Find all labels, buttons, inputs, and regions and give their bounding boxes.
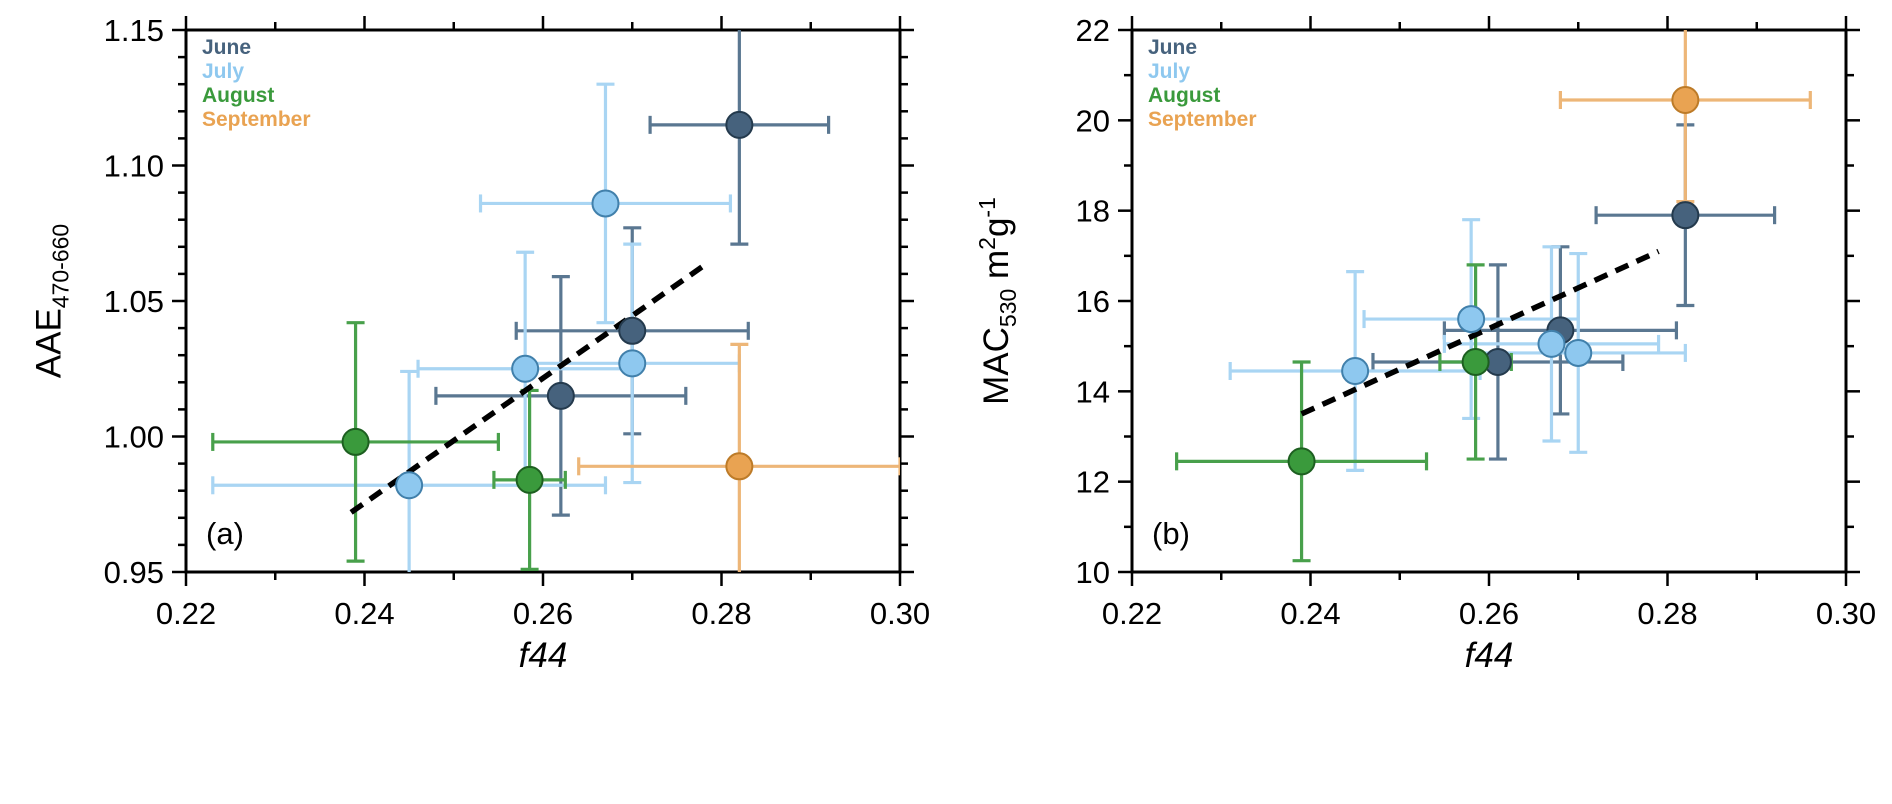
data-point-july [395, 471, 424, 500]
error-bars [211, 30, 900, 572]
panel-b: 0.22 0.24 0.26 0.28 0.30 10 12 14 16 18 20 22 MAC53… [946, 0, 1892, 804]
markers-july [1341, 305, 1593, 386]
x-tick-label: 0.28 [691, 596, 751, 631]
data-point-august [515, 465, 544, 494]
x-tick-label: 0.24 [1280, 596, 1340, 631]
panel-b-letter: (b) [1152, 516, 1190, 551]
y-tick-label: 18 [1076, 194, 1110, 229]
y-axis-label-main: MAC [976, 327, 1016, 405]
data-point-june [546, 381, 575, 410]
tick-labels: 0.22 0.24 0.26 0.28 0.30 10 12 14 16 18 20 22 [1076, 13, 1877, 631]
legend-item-june: June [202, 36, 252, 59]
data-point-september [1671, 86, 1700, 115]
data-point-june [725, 110, 754, 139]
panel-a-plot: 0.22 0.24 0.26 0.28 0.30 0.95 1.00 1.05 1.10 1.15 [104, 13, 931, 631]
trend-line [1300, 248, 1660, 417]
y-tick-label: 16 [1076, 284, 1110, 319]
legend-item-july: July [202, 60, 245, 83]
data-point-july [591, 189, 620, 218]
legend-item-august: August [202, 84, 275, 107]
error-bars-august [1175, 263, 1513, 563]
data-point-july [618, 349, 647, 378]
legend-item-august: August [1148, 84, 1221, 107]
y-axis-label-unit: m [976, 249, 1016, 289]
markers-august [1287, 347, 1490, 476]
y-tick-label: 20 [1076, 103, 1110, 138]
error-bars [1175, 30, 1812, 563]
axis-ticks [172, 16, 914, 586]
y-axis-label-main: AAE [29, 308, 69, 379]
legend-item-september: September [202, 108, 311, 131]
y-tick-label: 12 [1076, 465, 1110, 500]
panel-a-letter: (a) [206, 516, 244, 551]
data-point-july [1457, 305, 1486, 334]
panel-a-x-axis-label: f44 [518, 636, 568, 675]
y-tick-label: 1.00 [104, 420, 164, 455]
panel-b-x-axis-label: f44 [1464, 636, 1514, 675]
markers-september [725, 452, 754, 481]
legend-item-september: September [1148, 108, 1257, 131]
markers-june [546, 110, 754, 410]
y-axis-label-sub: 530 [994, 288, 1021, 328]
markers-august [341, 427, 544, 494]
x-tick-label: 0.28 [1637, 596, 1697, 631]
y-tick-label: 10 [1076, 555, 1110, 590]
panel-a-legend: June July August September [202, 36, 311, 132]
panel-a-y-axis-label: AAE470-660 [30, 224, 75, 378]
plot-frame [1130, 28, 1848, 574]
panel-a: 0.22 0.24 0.26 0.28 0.30 0.95 1.00 1.05 1.10 1.15… [30, 13, 931, 675]
x-tick-label: 0.24 [334, 596, 394, 631]
legend-item-july: July [1148, 60, 1191, 83]
x-tick-label: 0.26 [513, 596, 573, 631]
trend-line [349, 263, 706, 515]
y-tick-label: 1.10 [104, 149, 164, 184]
y-axis-label-sup: 2 [974, 237, 1001, 250]
y-axis-label-unit: g [976, 217, 1016, 238]
panel-b-plot: 0.22 0.24 0.26 0.28 0.30 10 12 14 16 18 20 22 [1076, 13, 1877, 631]
markers-july [395, 189, 647, 500]
data-point-july [511, 354, 540, 383]
data-point-july [1537, 329, 1566, 358]
data-point-june [618, 316, 647, 345]
data-point-august [341, 427, 370, 456]
error-bars-july [211, 82, 741, 572]
y-tick-label: 22 [1076, 13, 1110, 48]
x-tick-label: 0.22 [1102, 596, 1162, 631]
error-bars-june [1371, 123, 1777, 461]
plot-frame [184, 28, 902, 574]
data-point-september [725, 452, 754, 481]
panel-b-legend: June July August September [1148, 36, 1257, 132]
legend-item-june: June [1148, 36, 1198, 59]
y-tick-label: 0.95 [104, 555, 164, 590]
data-point-august [1287, 447, 1316, 476]
y-tick-label: 1.05 [104, 284, 164, 319]
y-tick-label: 14 [1076, 374, 1110, 409]
data-point-june [1671, 201, 1700, 230]
y-axis-label-sup: -1 [974, 197, 1001, 218]
error-bars-august [211, 321, 567, 571]
panel-b-y-axis-label: MAC530 m2g-1 [974, 197, 1022, 405]
data-point-july [1564, 338, 1593, 367]
y-axis-label-sub: 470-660 [47, 223, 74, 309]
data-point-july [1341, 357, 1370, 386]
tick-labels: 0.22 0.24 0.26 0.28 0.30 0.95 1.00 1.05 1.10 1.15 [104, 13, 931, 631]
x-tick-label: 0.30 [1816, 596, 1876, 631]
x-tick-label: 0.30 [870, 596, 930, 631]
markers-september [1671, 86, 1700, 115]
x-tick-label: 0.22 [156, 596, 216, 631]
y-tick-label: 1.15 [104, 13, 164, 48]
data-point-august [1461, 347, 1490, 376]
x-tick-label: 0.26 [1459, 596, 1519, 631]
